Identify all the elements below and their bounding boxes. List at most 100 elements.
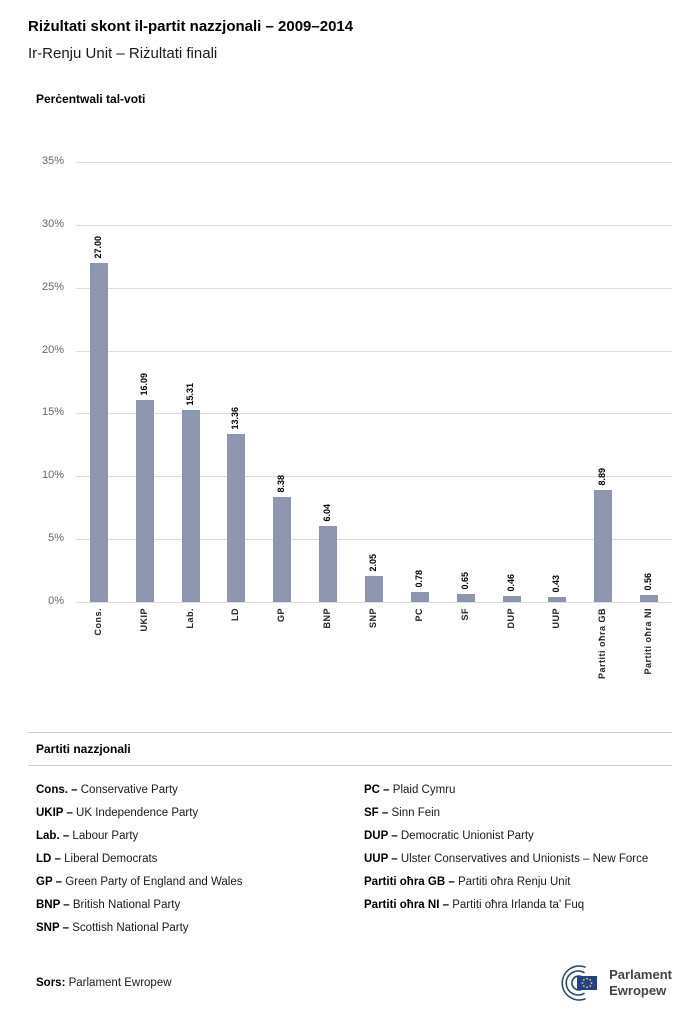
- legend-item-abbr: Partiti oħra NI –: [364, 899, 449, 911]
- x-axis-category-label: BNP: [322, 608, 333, 629]
- legend-heading-band: Partiti nazzjonali: [28, 732, 672, 766]
- chart-bar: [319, 526, 338, 602]
- chart-bar: [548, 597, 567, 602]
- legend-item: BNP – British National Party: [36, 899, 181, 911]
- chart-bar: [181, 410, 200, 602]
- x-axis-category-label: SNP: [368, 608, 378, 629]
- bar-value-label: 0.78: [413, 570, 424, 588]
- bar-value-label: 27.00: [92, 236, 103, 259]
- legend-item: GP – Green Party of England and Wales: [36, 876, 243, 888]
- gridline: [76, 602, 672, 603]
- european-parliament-logo: Parlament Ewropew: [543, 961, 672, 1005]
- legend-heading: Partiti nazzjonali: [36, 742, 131, 756]
- bar-value-label: 15.31: [184, 383, 195, 406]
- legend-item-abbr: SF –: [364, 807, 389, 819]
- bar-value-label: 6.04: [322, 504, 333, 522]
- legend-item-abbr: SNP –: [36, 922, 70, 934]
- y-axis-tick-label: 10%: [41, 469, 64, 482]
- x-axis-category-label: Partiti oħra GB: [597, 608, 608, 680]
- chart-bar: [89, 263, 108, 602]
- bar-value-label: 0.46: [505, 574, 516, 592]
- x-axis-category-label: UKIP: [138, 608, 149, 632]
- y-axis-tick-label: 15%: [41, 406, 64, 419]
- legend-item-abbr: UUP –: [364, 853, 398, 865]
- bar-value-label: 0.56: [643, 573, 654, 591]
- legend-item-abbr: LD –: [36, 853, 61, 865]
- chart-bar: [273, 497, 292, 602]
- results-bar-chart: Perċentwali tal-voti 0% 5% 10% 15% 20% 25% 30%…: [28, 92, 672, 702]
- gridline: [76, 476, 672, 478]
- legend-item-abbr: Partiti oħra GB –: [364, 876, 455, 888]
- y-axis-tick-label: 5%: [48, 532, 64, 545]
- bar-value-label: 2.05: [368, 554, 378, 572]
- legend-item: Partiti oħra GB – Partiti oħra Renju Uni…: [364, 876, 571, 888]
- eu-flag-stars: [581, 977, 593, 989]
- chart-bar: [410, 592, 429, 602]
- chart-bar: [594, 490, 613, 602]
- y-axis-tick-label: 25%: [41, 280, 64, 293]
- x-axis-category-label: Partiti oħra NI: [643, 608, 654, 675]
- source-value: Parlament Ewropew: [68, 977, 172, 989]
- bar-value-label: 16.09: [138, 373, 149, 396]
- legend-item: UUP – Ulster Conservatives and Unionists…: [364, 853, 649, 865]
- gridline: [76, 350, 672, 352]
- ep-logo-icon: [561, 965, 598, 1001]
- y-axis-tick-label: 35%: [41, 155, 64, 167]
- y-axis-tick-label: 30%: [41, 217, 64, 230]
- legend-columns: Cons. – Conservative Party UKIP – UK Inde…: [28, 782, 672, 943]
- chart-bar: [502, 596, 521, 602]
- ep-logo-text: Parlament Ewropew: [609, 967, 672, 1000]
- ep-logo-text-line2: Ewropew: [609, 983, 667, 998]
- chart-bar: [456, 594, 475, 602]
- report-header: Riżultati skont il-partit nazzjonali – 2…: [28, 18, 672, 62]
- chart-bar: [135, 400, 154, 602]
- legend-column-2: PC – Plaid Cymru SF – Sinn Fein DUP – Demo…: [364, 782, 664, 943]
- y-axis-tick-label: 20%: [41, 343, 64, 356]
- bar-value-label: 0.65: [459, 572, 470, 590]
- legend-item: Partiti oħra NI – Partiti oħra Irlanda t…: [364, 899, 585, 911]
- legend-item: PC – Plaid Cymru: [364, 784, 456, 796]
- bar-value-label: 13.36: [230, 407, 241, 430]
- chart-bar: [640, 595, 659, 602]
- legend-item: LD – Liberal Democrats: [36, 853, 158, 865]
- legend-item: Lab. – Labour Party: [36, 830, 139, 842]
- legend-item-abbr: Lab. –: [36, 830, 70, 842]
- page-footer: Sors: Parlament Ewropew: [28, 961, 672, 1005]
- page-title: Riżultati skont il-partit nazzjonali – 2…: [28, 18, 354, 35]
- gridline: [76, 224, 672, 226]
- x-axis-category-label: Cons.: [92, 608, 103, 636]
- x-axis-category-label: UUP: [551, 608, 562, 629]
- gridline: [76, 539, 672, 541]
- eu-flag: [577, 976, 598, 990]
- chart-bar: [365, 576, 383, 602]
- x-axis-category-label: DUP: [505, 608, 516, 629]
- x-axis-category-label: Lab.: [184, 608, 195, 629]
- legend-item-abbr: DUP –: [364, 830, 398, 842]
- x-axis-category-label: PC: [413, 608, 424, 622]
- ep-logo-text-line1: Parlament: [609, 966, 672, 982]
- bar-value-label: 0.43: [551, 575, 562, 593]
- legend-item-abbr: GP –: [36, 876, 62, 888]
- legend-item: SNP – Scottish National Party: [36, 922, 189, 934]
- chart-bar: [227, 434, 246, 602]
- legend-item-abbr: UKIP –: [36, 807, 73, 819]
- party-legend: Partiti nazzjonali Cons. – Conservative …: [28, 732, 672, 943]
- legend-item: UKIP – UK Independence Party: [36, 807, 199, 819]
- legend-item-abbr: BNP –: [36, 899, 70, 911]
- source-label: Sors:: [36, 977, 66, 989]
- legend-item: Cons. – Conservative Party: [36, 784, 178, 796]
- legend-item: SF – Sinn Fein: [364, 807, 441, 819]
- bar-value-label: 8.89: [597, 468, 608, 486]
- chart-plot-area: 0% 5% 10% 15% 20% 25% 30% 35% 27.00 Cons. 16.09 UKI…: [28, 155, 672, 702]
- x-axis-category-label: GP: [276, 608, 287, 623]
- legend-item-abbr: PC –: [364, 784, 390, 796]
- page-subtitle: Ir-Renju Unit – Riżultati finali: [28, 45, 218, 62]
- gridline: [76, 413, 672, 415]
- legend-item: DUP – Democratic Unionist Party: [364, 830, 534, 842]
- x-axis-category-label: LD: [230, 608, 241, 621]
- gridline: [76, 287, 672, 289]
- y-axis-tick-label: 0%: [48, 595, 64, 607]
- gridline: [76, 162, 672, 163]
- source-note: Sors: Parlament Ewropew: [36, 977, 172, 989]
